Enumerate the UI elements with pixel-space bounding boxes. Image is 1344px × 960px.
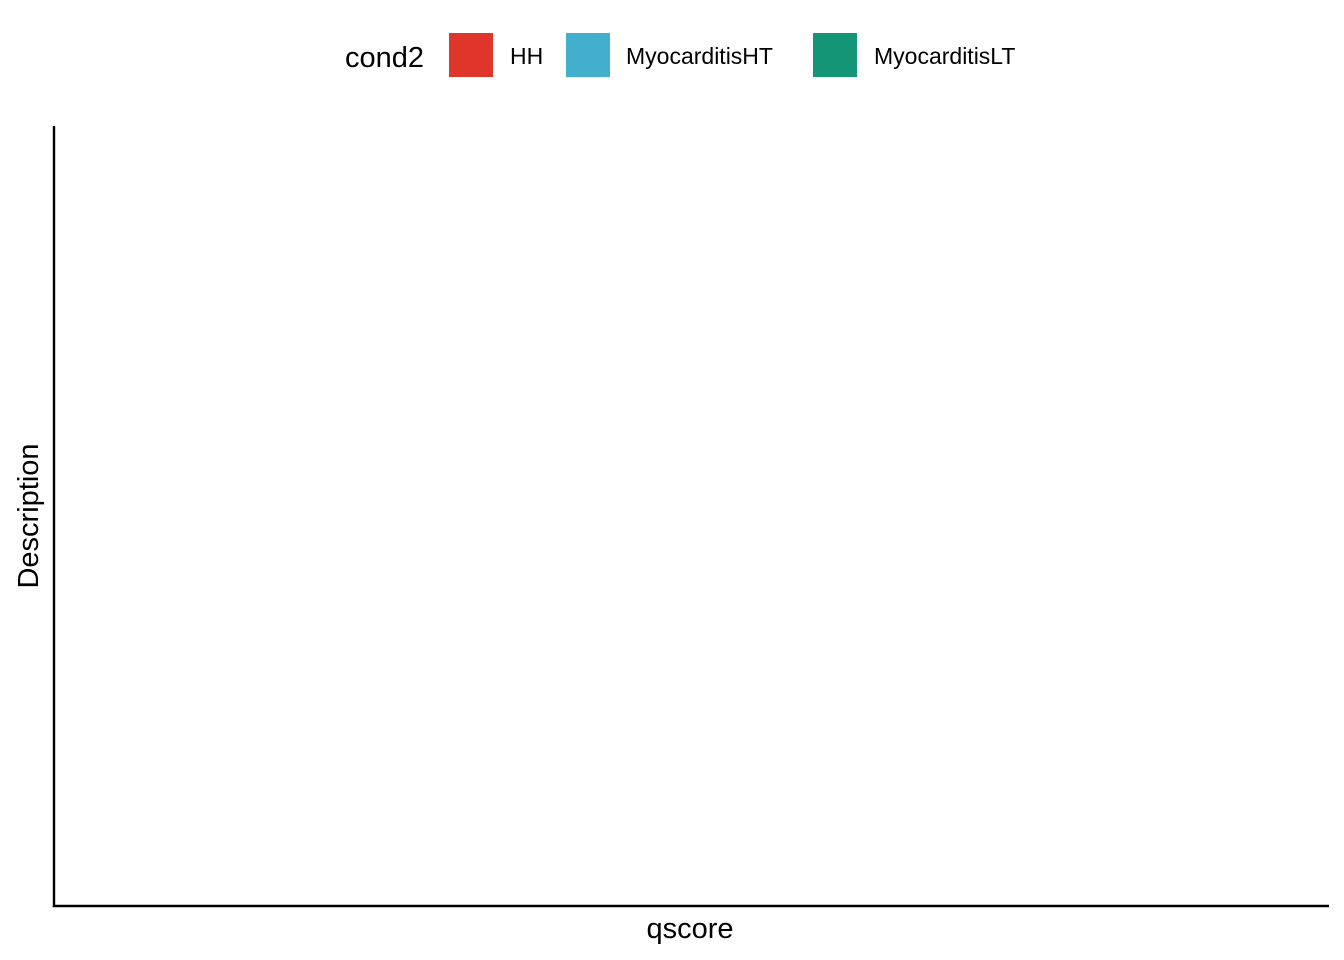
legend-swatch-myocarditisht <box>566 33 610 77</box>
legend-label-myocarditislt: MyocarditisLT <box>874 43 1015 69</box>
y-axis-title: Description <box>13 443 45 588</box>
legend-entry-myocarditisht: MyocarditisHT <box>566 33 773 77</box>
legend: cond2 HH MyocarditisHT MyocarditisLT <box>345 33 1015 77</box>
legend-swatch-myocarditislt <box>813 33 857 77</box>
legend-swatch-hh <box>449 33 493 77</box>
legend-entry-myocarditislt: MyocarditisLT <box>813 33 1015 77</box>
x-axis-title: qscore <box>646 913 733 945</box>
legend-entry-hh: HH <box>449 33 543 77</box>
legend-label-myocarditisht: MyocarditisHT <box>626 43 773 69</box>
legend-label-hh: HH <box>510 43 543 69</box>
legend-title: cond2 <box>345 42 424 74</box>
